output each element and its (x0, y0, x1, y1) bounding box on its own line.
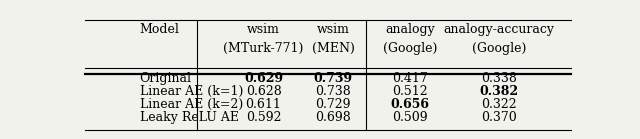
Text: 0.512: 0.512 (392, 85, 428, 98)
Text: 0.382: 0.382 (479, 85, 518, 98)
Text: Linear AE (k=1): Linear AE (k=1) (140, 85, 243, 98)
Text: 0.629: 0.629 (244, 72, 283, 85)
Text: Model: Model (140, 23, 179, 36)
Text: 0.592: 0.592 (246, 111, 281, 124)
Text: Leaky ReLU AE: Leaky ReLU AE (140, 111, 239, 124)
Text: 0.322: 0.322 (481, 98, 517, 111)
Text: 0.370: 0.370 (481, 111, 517, 124)
Text: 0.729: 0.729 (316, 98, 351, 111)
Text: (Google): (Google) (383, 42, 437, 55)
Text: (MEN): (MEN) (312, 42, 355, 55)
Text: 0.698: 0.698 (315, 111, 351, 124)
Text: 0.338: 0.338 (481, 72, 517, 85)
Text: 0.656: 0.656 (390, 98, 429, 111)
Text: analogy-accuracy: analogy-accuracy (444, 23, 555, 36)
Text: analogy: analogy (385, 23, 435, 36)
Text: 0.509: 0.509 (392, 111, 428, 124)
Text: 0.628: 0.628 (246, 85, 282, 98)
Text: (MTurk-771): (MTurk-771) (223, 42, 304, 55)
Text: Linear AE (k=2): Linear AE (k=2) (140, 98, 243, 111)
Text: (Google): (Google) (472, 42, 526, 55)
Text: Original: Original (140, 72, 191, 85)
Text: 0.739: 0.739 (314, 72, 353, 85)
Text: 0.611: 0.611 (246, 98, 282, 111)
Text: 0.738: 0.738 (315, 85, 351, 98)
Text: wsim: wsim (317, 23, 349, 36)
Text: 0.417: 0.417 (392, 72, 428, 85)
Text: wsim: wsim (247, 23, 280, 36)
